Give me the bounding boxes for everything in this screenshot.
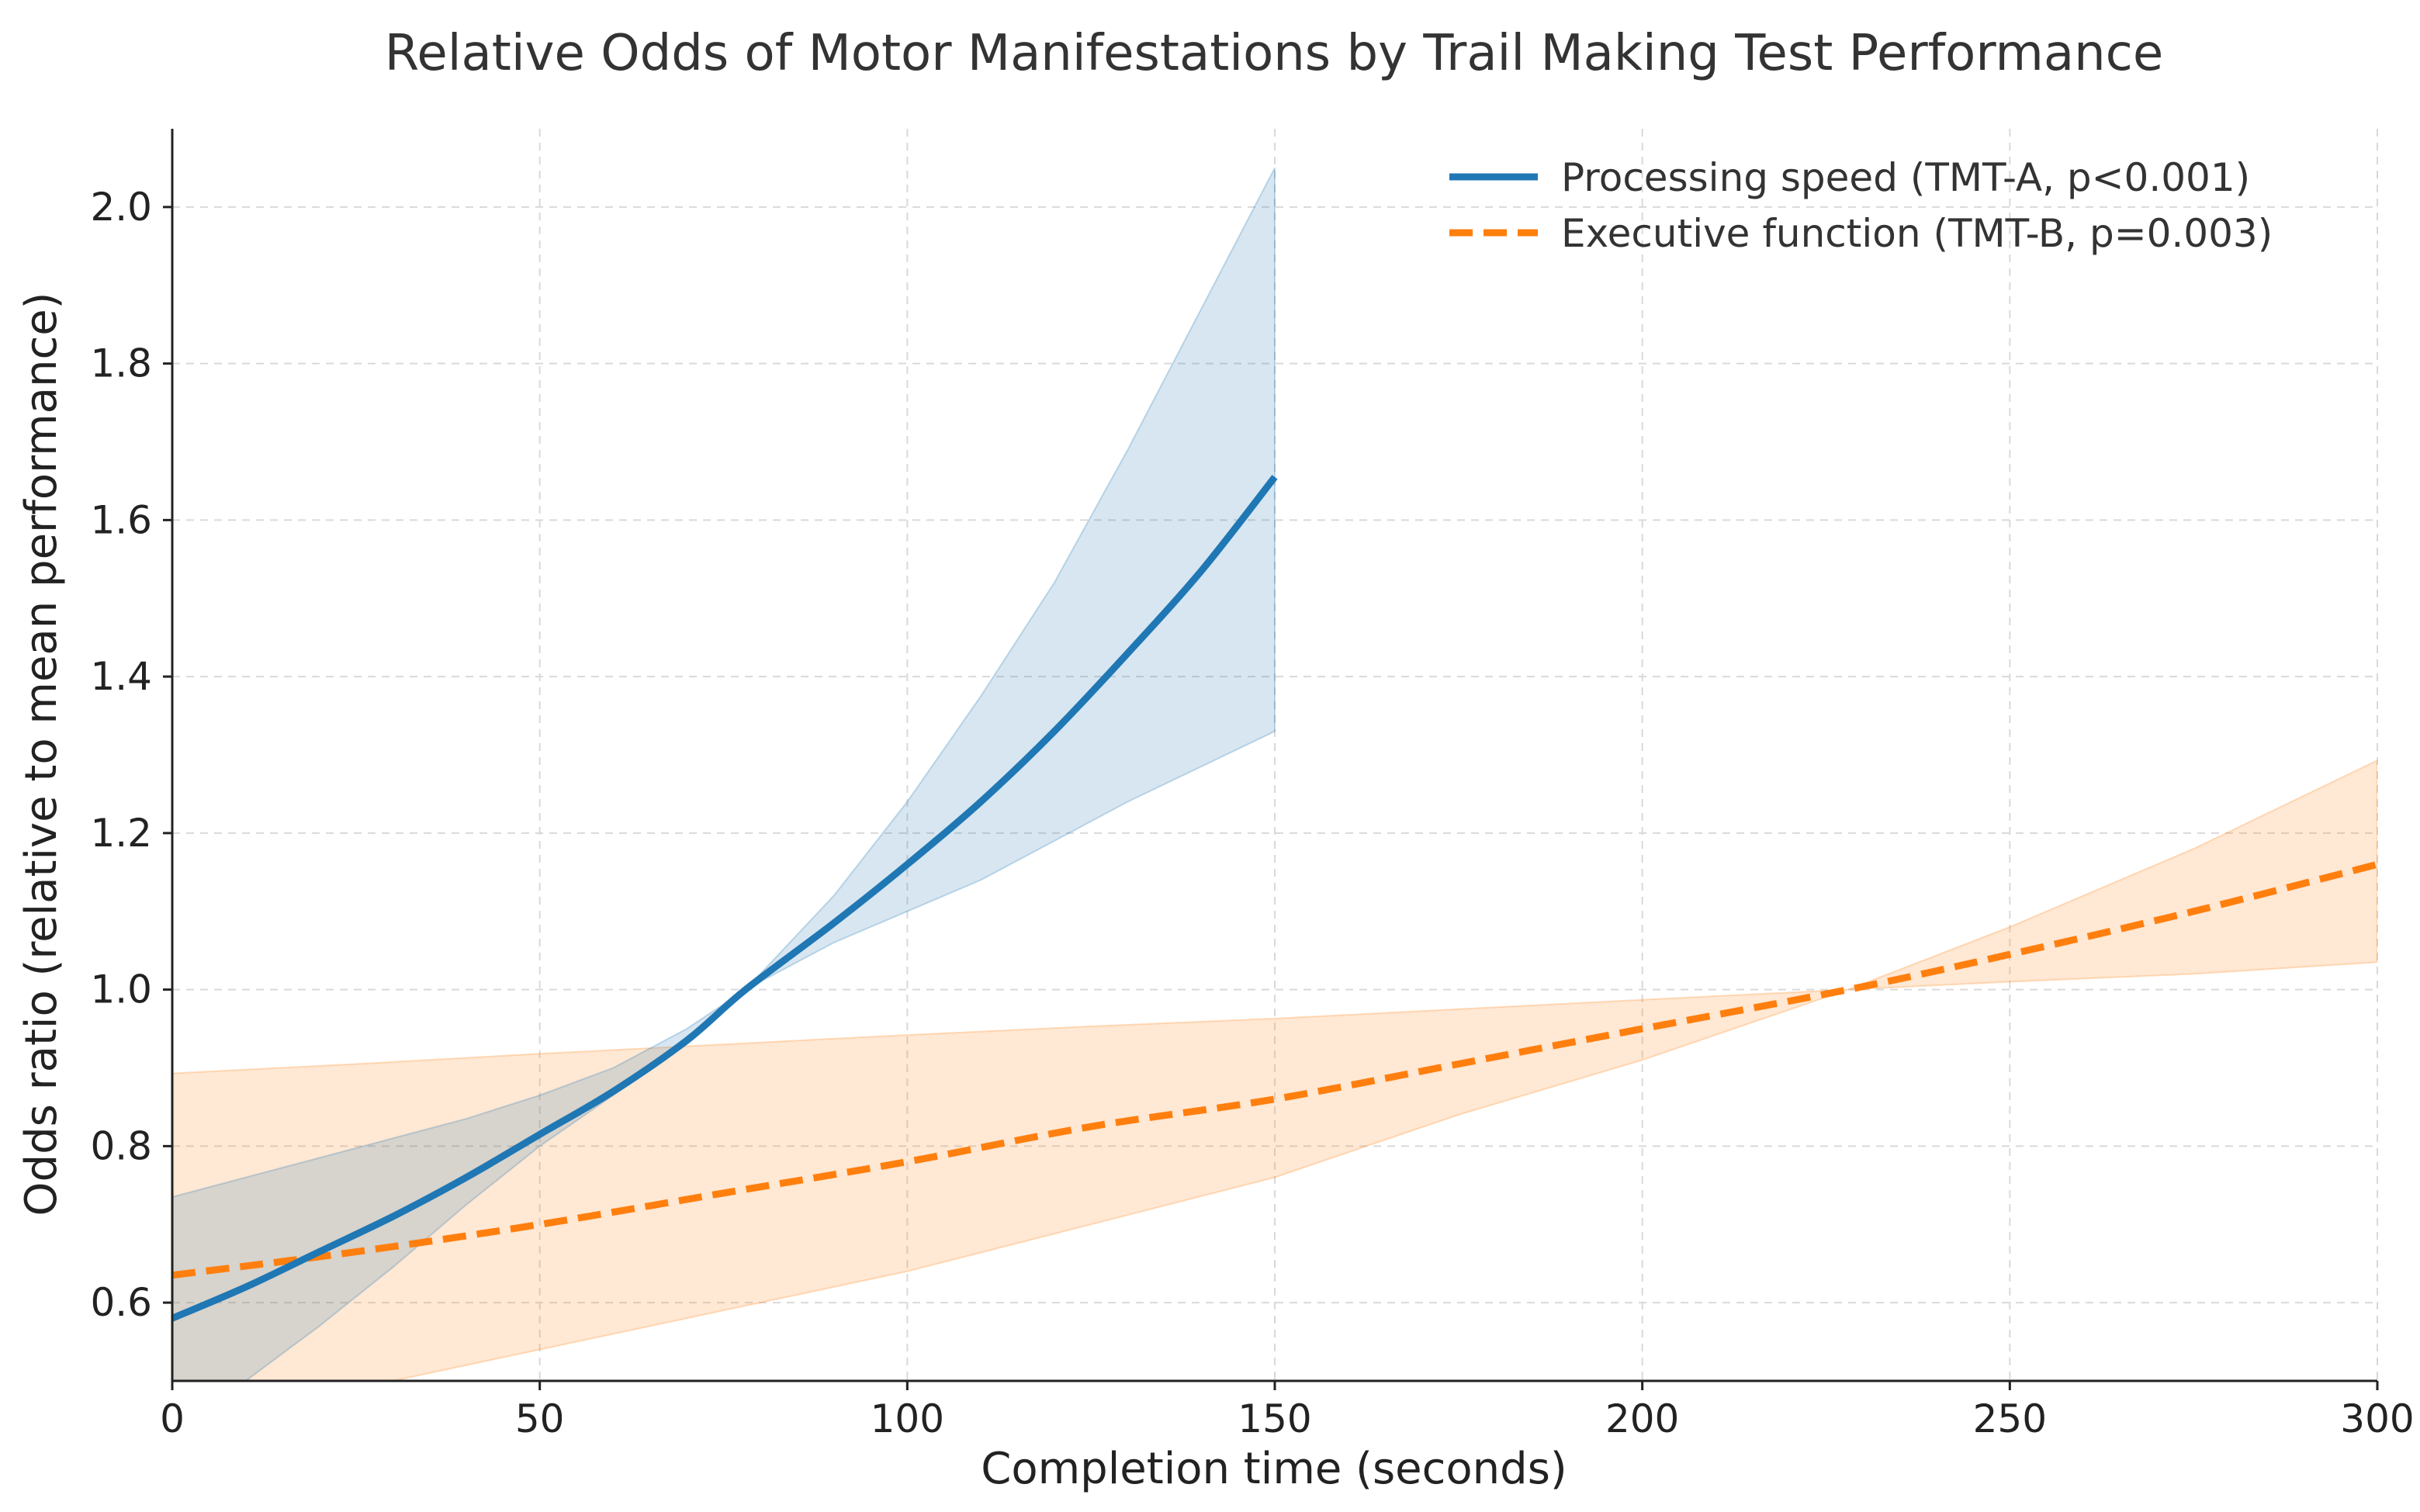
x-axis-label: Completion time (seconds) [981,1444,1567,1494]
x-tick-label-300: 300 [2340,1396,2414,1441]
x-tick-label-200: 200 [1605,1396,1679,1441]
tick-labels: 0 50 100 150 200 250 300 0.6 0.8 1.0 1.2 1.4 1.6 1.8 2… [90,185,2414,1441]
y-tick-label-1.4: 1.4 [90,654,152,699]
legend-label-executive-function: Executive function (TMT-B, p=0.003) [1561,211,2273,256]
y-tick-label-1.2: 1.2 [90,811,152,856]
x-tick-label-250: 250 [1973,1396,2047,1441]
y-axis-label: Odds ratio (relative to mean performance… [16,292,67,1216]
y-tick-label-1.6: 1.6 [90,497,152,542]
grid [171,129,2378,1381]
confidence-band-executive-function [172,759,2377,1381]
y-tick-label-0.6: 0.6 [90,1280,152,1325]
y-tick-label-1.0: 1.0 [90,967,152,1012]
x-tick-label-150: 150 [1238,1396,1311,1441]
legend-label-processing-speed: Processing speed (TMT-A, p<0.001) [1561,155,2250,200]
chart-title: Relative Odds of Motor Manifestations by… [385,25,2163,82]
series-line-executive-function [172,860,2377,1279]
legend: Processing speed (TMT-A, p<0.001) Execut… [1449,155,2273,256]
series-line-processing-speed [172,475,1278,1322]
y-tick-label-0.8: 0.8 [90,1123,152,1168]
axes [163,129,2379,1390]
y-tick-label-2.0: 2.0 [90,185,152,230]
series-lines [172,475,2377,1322]
x-tick-label-0: 0 [160,1396,185,1441]
x-tick-label-50: 50 [515,1396,565,1441]
x-tick-label-100: 100 [871,1396,944,1441]
y-tick-label-1.8: 1.8 [90,341,152,386]
